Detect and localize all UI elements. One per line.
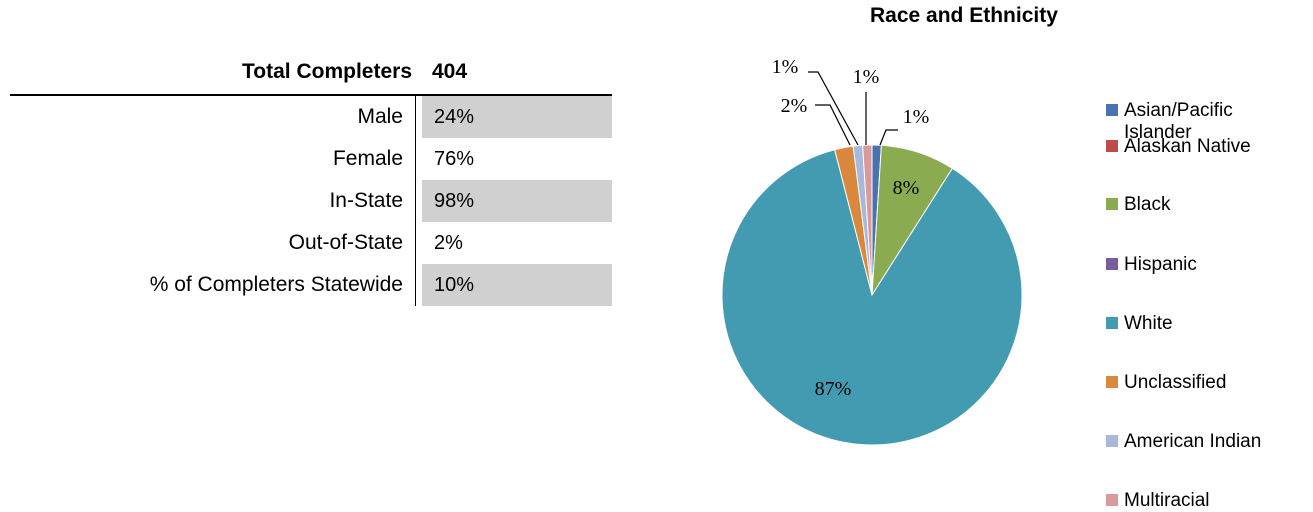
row-label: In-State xyxy=(329,180,416,222)
legend-swatch xyxy=(1106,317,1118,329)
data-label: 8% xyxy=(893,177,920,199)
pie-slice-white xyxy=(721,149,1023,446)
legend-item: Black xyxy=(1106,194,1311,216)
legend-swatch xyxy=(1106,104,1118,116)
pie-slice-multiracial xyxy=(862,144,873,296)
legend-label: Black xyxy=(1124,194,1171,215)
legend-swatch xyxy=(1106,435,1118,447)
data-label: 1% xyxy=(772,56,799,78)
data-label: 1% xyxy=(853,66,880,88)
legend-label: White xyxy=(1124,313,1173,334)
legend-swatch xyxy=(1106,494,1118,506)
legend-swatch xyxy=(1106,376,1118,388)
leader-line xyxy=(808,71,859,146)
legend-swatch xyxy=(1106,258,1118,270)
legend-item: American Indian xyxy=(1106,431,1311,453)
row-value: 98% xyxy=(422,180,612,222)
leader-line xyxy=(879,129,898,146)
legend-label: Alaskan Native xyxy=(1124,136,1251,157)
legend-label: Unclassified xyxy=(1124,372,1227,393)
table-row: Female 76% xyxy=(0,138,612,180)
table-row: Male 24% xyxy=(0,96,612,138)
legend-item: Multiracial xyxy=(1106,490,1311,512)
row-label: % of Completers Statewide xyxy=(150,264,416,306)
legend-item: Asian/Pacific Islander xyxy=(1106,100,1311,144)
legend-label: Asian/Pacific Islander xyxy=(1124,100,1233,143)
legend-label: American Indian xyxy=(1124,431,1262,452)
table-row: % of Completers Statewide 10% xyxy=(0,264,612,306)
data-label: 87% xyxy=(815,378,852,400)
legend-item: Unclassified xyxy=(1106,372,1311,394)
legend-swatch xyxy=(1106,140,1118,152)
row-label: Female xyxy=(333,138,416,180)
legend-item: Alaskan Native xyxy=(1106,136,1311,158)
row-value: 2% xyxy=(434,232,463,254)
chart-title: Race and Ethnicity xyxy=(870,4,1058,27)
legend-label: Multiracial xyxy=(1124,490,1210,511)
total-completers-label: Total Completers xyxy=(242,60,412,83)
legend-item: White xyxy=(1106,313,1311,335)
table-row: In-State 98% xyxy=(0,180,612,222)
row-label: Male xyxy=(357,96,416,138)
row-value: 24% xyxy=(422,96,612,138)
data-label: 1% xyxy=(903,106,930,128)
completers-table: Total Completers 404 Male 24% Female 76%… xyxy=(0,52,612,306)
leader-line xyxy=(815,104,851,146)
row-value: 76% xyxy=(434,148,475,170)
row-label: Out-of-State xyxy=(289,222,416,264)
row-value: 10% xyxy=(422,264,612,306)
legend-swatch xyxy=(1106,198,1118,210)
legend-label: Hispanic xyxy=(1124,254,1197,275)
legend-item: Hispanic xyxy=(1106,254,1311,276)
completers-header: Total Completers 404 xyxy=(10,52,612,96)
table-row: Out-of-State 2% xyxy=(0,222,612,264)
data-label: 2% xyxy=(781,95,808,117)
total-completers-value: 404 xyxy=(432,60,468,83)
